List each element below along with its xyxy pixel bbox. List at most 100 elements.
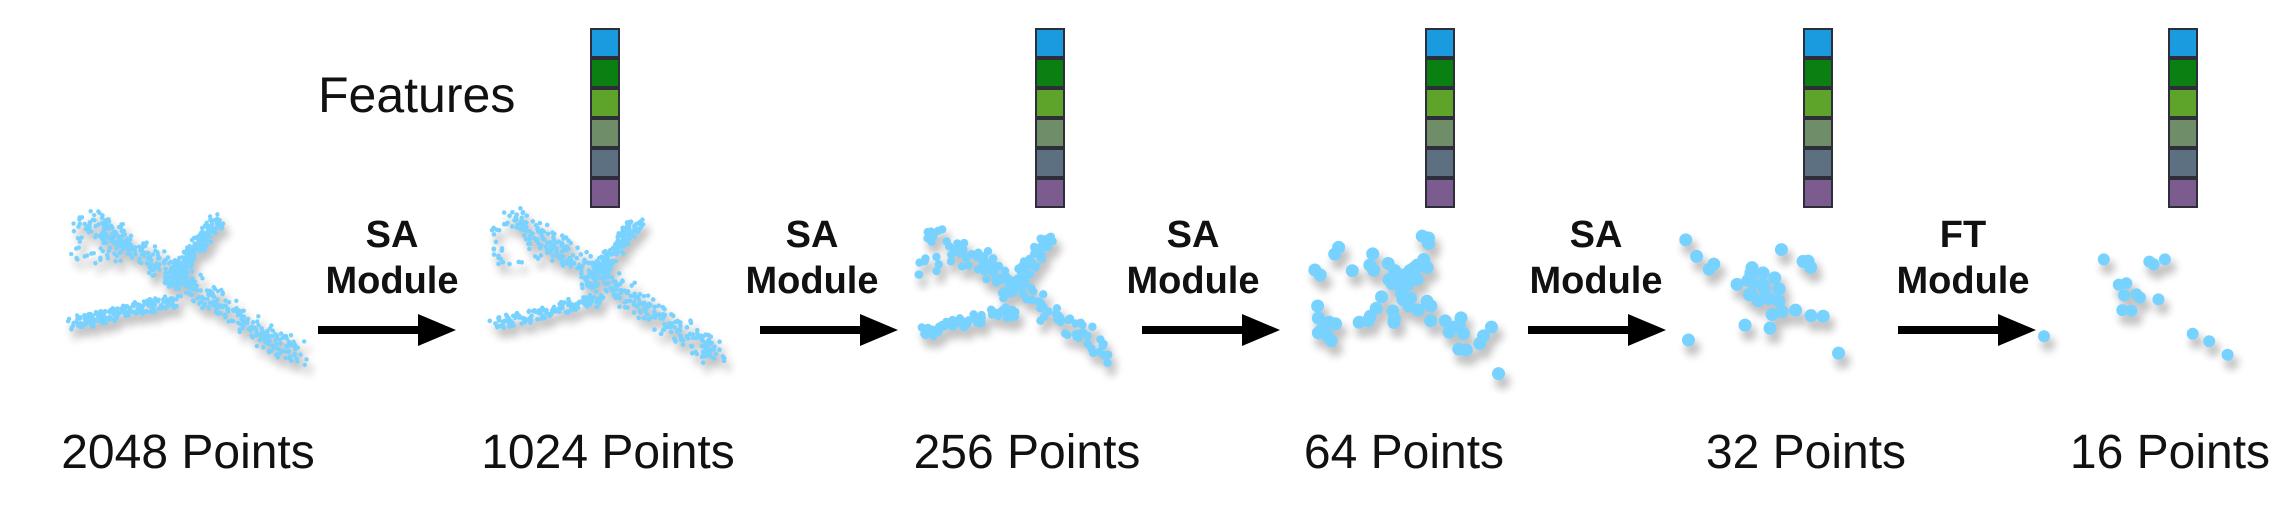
cloud-point — [1774, 243, 1788, 257]
point-count-label: 256 Points — [913, 426, 1141, 479]
cloud-point — [673, 339, 678, 344]
cloud-point — [161, 259, 167, 264]
cloud-point — [551, 309, 556, 314]
cloud-point — [267, 326, 273, 331]
cloud-point — [554, 250, 560, 256]
cloud-point — [523, 236, 529, 242]
cloud-point — [76, 224, 81, 229]
cloud-point — [619, 249, 624, 254]
cloud-point — [1076, 318, 1086, 328]
cloud-point — [289, 358, 294, 364]
feature-swatch — [2168, 28, 2198, 58]
cloud-point — [1730, 277, 1744, 291]
cloud-point — [519, 321, 525, 326]
point-count-label: 1024 Points — [481, 426, 735, 479]
point-shadow — [104, 328, 110, 334]
cloud-point — [706, 332, 711, 338]
cloud-point — [673, 319, 678, 325]
cloud-point — [582, 257, 587, 263]
arrow-right-icon — [760, 314, 898, 346]
feature-swatch — [1803, 88, 1833, 118]
cloud-point — [568, 301, 573, 307]
cloud-point — [959, 244, 968, 254]
cloud-point — [146, 262, 152, 267]
cloud-point — [139, 307, 145, 312]
cloud-point — [1738, 318, 1752, 332]
cloud-point — [175, 293, 181, 299]
arrow-right-icon — [1898, 314, 2036, 346]
cloud-point — [250, 335, 255, 340]
cloud-point — [1064, 315, 1073, 325]
cloud-point — [587, 292, 593, 298]
cloud-point — [71, 228, 77, 234]
point-shadow — [172, 310, 178, 316]
point-count-label: 64 Points — [1303, 426, 1505, 479]
cloud-point — [144, 240, 149, 245]
cloud-point — [241, 308, 246, 313]
cloud-point — [560, 263, 566, 268]
cloud-point — [702, 354, 708, 359]
point-shadow — [201, 280, 208, 286]
cloud-point — [304, 357, 309, 362]
cloud-point — [223, 303, 228, 308]
cloud-point — [168, 259, 173, 265]
cloud-point — [163, 276, 168, 282]
cloud-point — [69, 251, 74, 257]
cloud-point — [568, 262, 574, 267]
cloud-point — [522, 219, 528, 225]
cloud-point — [500, 259, 506, 265]
feature-swatch — [1035, 178, 1065, 208]
cloud-point — [2125, 304, 2138, 317]
point-shadow — [583, 289, 589, 296]
feature-stack-5 — [2168, 28, 2198, 208]
cloud-point — [206, 304, 211, 310]
cloud-point — [1094, 347, 1104, 357]
cloud-point — [283, 355, 288, 361]
cloud-point — [188, 286, 193, 291]
cloud-point — [1088, 322, 1097, 331]
cloud-point — [527, 233, 533, 239]
cloud-point — [121, 230, 126, 236]
cloud-point — [278, 331, 284, 336]
point-shadow — [101, 265, 108, 271]
cloud-point — [96, 313, 102, 319]
cloud-point — [246, 326, 251, 332]
cloud-point — [1744, 266, 1758, 280]
cloud-point — [140, 245, 145, 251]
cloud-point — [537, 220, 543, 226]
cloud-point — [215, 212, 220, 217]
cloud-point — [533, 222, 539, 228]
cloud-point — [301, 339, 307, 344]
cloud-point — [111, 240, 117, 246]
cloud-point — [1006, 313, 1015, 322]
cloud-point — [982, 274, 991, 284]
cloud-point — [535, 309, 541, 315]
operation-sa-module-3: SA Module — [1108, 212, 1278, 304]
point-shadow — [81, 247, 87, 253]
cloud-point — [1037, 299, 1046, 308]
arrow-right-icon — [318, 314, 456, 346]
cloud-point — [219, 287, 224, 293]
cloud-point — [953, 239, 962, 248]
cloud-point — [695, 331, 700, 336]
point-shadow — [83, 242, 89, 249]
cloud-point — [693, 335, 699, 341]
cloud-point — [1744, 287, 1758, 301]
point-shadow — [547, 318, 554, 325]
point-shadow — [241, 329, 248, 335]
cloud-point — [568, 240, 574, 246]
cloud-point — [186, 259, 191, 265]
cloud-point — [113, 307, 119, 312]
cloud-point — [612, 251, 617, 256]
point-shadow — [607, 296, 614, 303]
cloud-point — [507, 261, 512, 267]
cloud-point — [646, 317, 652, 322]
cloud-point — [77, 217, 82, 222]
feature-swatch — [2168, 118, 2198, 148]
cloud-point — [128, 242, 134, 248]
feature-swatch — [1425, 178, 1455, 208]
point-shadow — [116, 266, 123, 272]
cloud-point — [998, 273, 1007, 282]
point-shadow — [704, 367, 710, 374]
feature-swatch — [1803, 58, 1833, 88]
